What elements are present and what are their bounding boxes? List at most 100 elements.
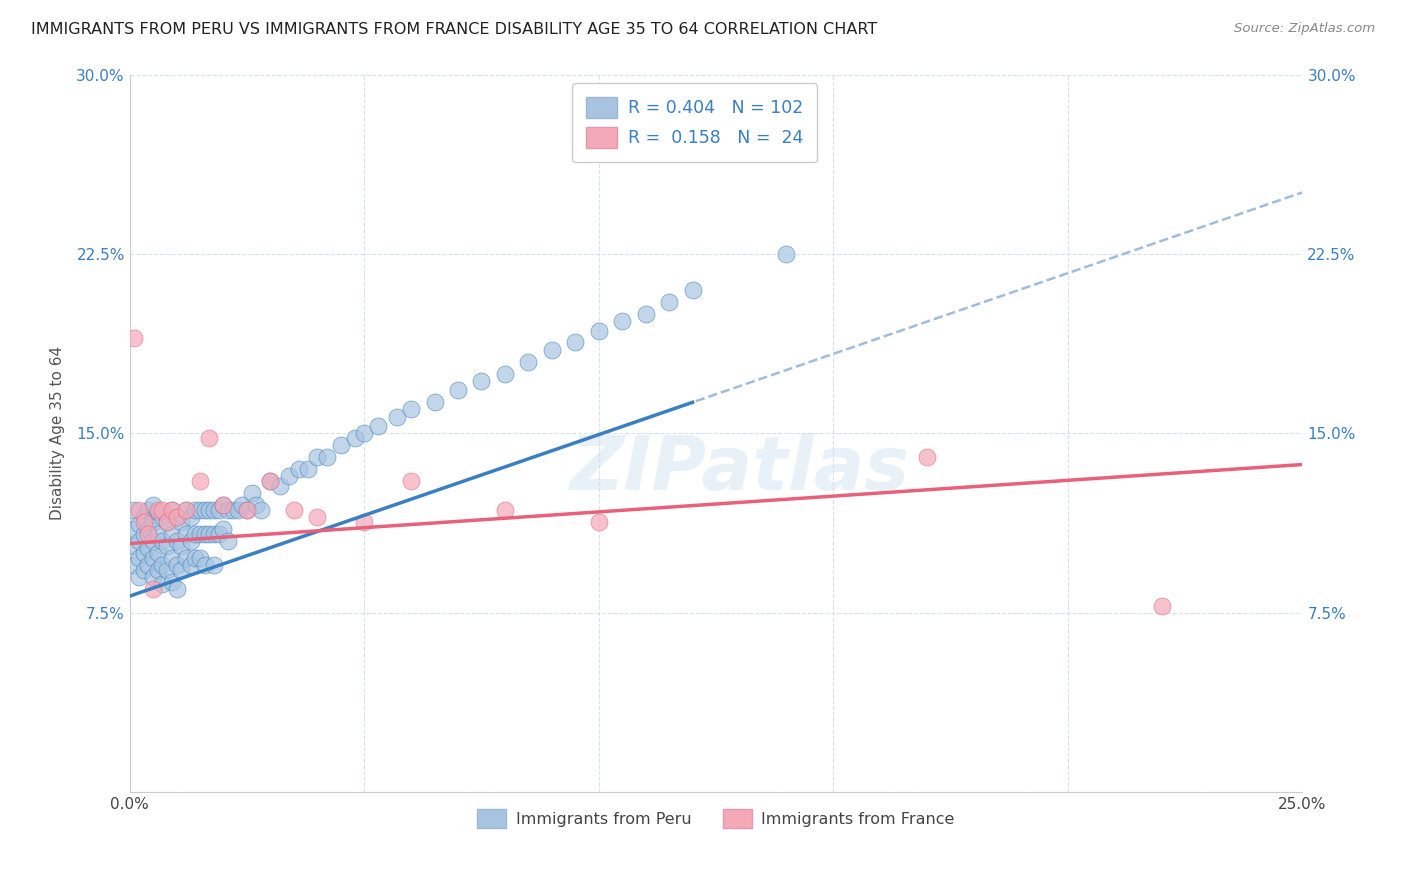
Point: [160, 503, 183, 517]
Point: [152, 503, 174, 517]
Point: [208, 527, 231, 541]
Point: [202, 558, 225, 572]
Point: [188, 475, 211, 489]
Point: [146, 503, 169, 517]
Point: [142, 534, 165, 549]
Point: [124, 558, 146, 572]
Text: IMMIGRANTS FROM PERU VS IMMIGRANTS FROM FRANCE DISABILITY AGE 35 TO 64 CORRELATI: IMMIGRANTS FROM PERU VS IMMIGRANTS FROM …: [31, 22, 877, 37]
Point: [194, 558, 217, 572]
Point: [658, 294, 681, 309]
Point: [152, 510, 174, 524]
Point: [132, 527, 155, 541]
Point: [166, 510, 188, 524]
Point: [138, 558, 160, 572]
Point: [170, 563, 193, 577]
Point: [612, 314, 634, 328]
Point: [124, 503, 146, 517]
Point: [174, 550, 197, 565]
Point: [146, 563, 169, 577]
Point: [775, 247, 797, 261]
Point: [138, 522, 160, 536]
Point: [236, 503, 259, 517]
Point: [152, 577, 174, 591]
Point: [156, 515, 179, 529]
Point: [329, 438, 352, 452]
Point: [315, 450, 337, 465]
Point: [128, 534, 150, 549]
Point: [128, 550, 150, 565]
Point: [283, 503, 305, 517]
Point: [184, 527, 207, 541]
Point: [198, 503, 221, 517]
Point: [146, 505, 169, 519]
Point: [174, 527, 197, 541]
Point: [231, 498, 253, 512]
Point: [128, 517, 150, 532]
Point: [156, 563, 179, 577]
Point: [160, 574, 183, 589]
Point: [184, 550, 207, 565]
Point: [166, 582, 188, 596]
Point: [138, 527, 160, 541]
Point: [343, 431, 366, 445]
Point: [278, 469, 301, 483]
Point: [915, 450, 938, 465]
Point: [540, 343, 562, 357]
Point: [208, 503, 231, 517]
Point: [399, 402, 422, 417]
Text: ZIPatlas: ZIPatlas: [569, 433, 910, 506]
Point: [198, 431, 221, 445]
Point: [222, 503, 245, 517]
Point: [353, 426, 375, 441]
Point: [124, 522, 146, 536]
Point: [132, 510, 155, 524]
Point: [1150, 599, 1173, 613]
Point: [188, 550, 211, 565]
Legend: Immigrants from Peru, Immigrants from France: Immigrants from Peru, Immigrants from Fr…: [471, 802, 962, 835]
Point: [212, 498, 235, 512]
Point: [124, 539, 146, 553]
Point: [152, 534, 174, 549]
Point: [174, 503, 197, 517]
Point: [385, 409, 408, 424]
Point: [160, 550, 183, 565]
Point: [217, 534, 239, 549]
Point: [142, 515, 165, 529]
Point: [307, 450, 329, 465]
Point: [142, 582, 165, 596]
Point: [240, 486, 263, 500]
Point: [152, 558, 174, 572]
Point: [146, 527, 169, 541]
Point: [194, 503, 217, 517]
Point: [142, 498, 165, 512]
Point: [188, 527, 211, 541]
Point: [160, 503, 183, 517]
Point: [174, 503, 197, 517]
Point: [250, 503, 273, 517]
Point: [447, 384, 470, 398]
Point: [128, 570, 150, 584]
Point: [682, 283, 704, 297]
Point: [138, 541, 160, 556]
Point: [156, 539, 179, 553]
Point: [142, 570, 165, 584]
Point: [517, 354, 540, 368]
Point: [564, 335, 586, 350]
Point: [494, 367, 516, 381]
Point: [194, 527, 217, 541]
Point: [132, 515, 155, 529]
Point: [588, 515, 610, 529]
Point: [226, 503, 249, 517]
Y-axis label: Disability Age 35 to 64: Disability Age 35 to 64: [51, 346, 65, 520]
Point: [287, 462, 309, 476]
Point: [128, 503, 150, 517]
Point: [180, 558, 202, 572]
Point: [307, 510, 329, 524]
Point: [132, 563, 155, 577]
Point: [124, 331, 146, 345]
Point: [259, 475, 281, 489]
Point: [146, 546, 169, 560]
Point: [212, 522, 235, 536]
Point: [166, 558, 188, 572]
Point: [353, 515, 375, 529]
